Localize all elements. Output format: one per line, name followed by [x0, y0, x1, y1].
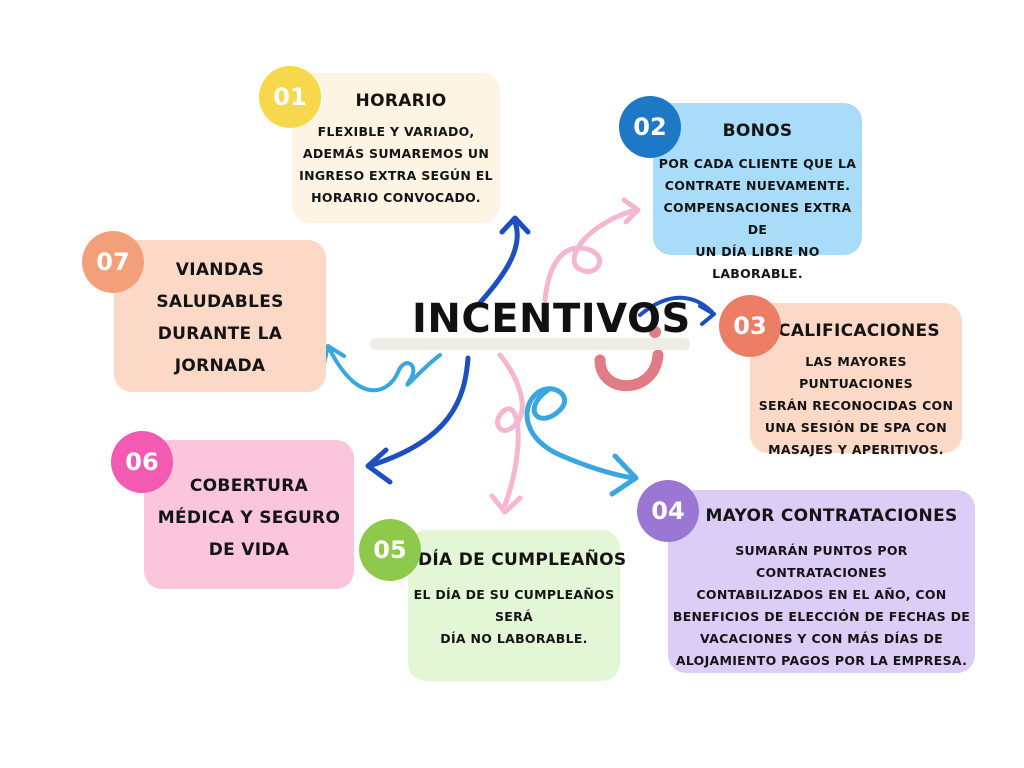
- arrow-to-bonos: [542, 207, 638, 303]
- badge-06: 06: [111, 431, 173, 493]
- arrowhead-bonos: [621, 197, 641, 225]
- card-title: MAYOR CONTRATACIONES: [705, 506, 958, 526]
- central-title: INCENTIVOS: [412, 296, 691, 342]
- card-body: SUMARÁN PUNTOS POR CONTRATACIONES CONTAB…: [672, 543, 971, 668]
- card-dia-de-cumpleanos: DÍA DE CUMPLEAÑOS EL DÍA DE SU CUMPLEAÑO…: [408, 530, 627, 681]
- card-title: DÍA DE CUMPLEAÑOS: [418, 550, 627, 570]
- arrowhead-horario: [499, 215, 531, 235]
- arrowhead-calificaciones: [698, 304, 716, 326]
- arrowhead-cobertura: [365, 447, 393, 485]
- arrow-to-cumpleanos: [495, 352, 525, 508]
- badge-03: 03: [719, 295, 781, 357]
- card-body: LAS MAYORES PUNTUACIONES SERÁN RECONOCID…: [758, 354, 954, 457]
- card-body: POR CADA CLIENTE QUE LA CONTRATE NUEVAME…: [658, 156, 857, 281]
- card-body: EL DÍA DE SU CUMPLEAÑOS SERÁ DÍA NO LABO…: [413, 587, 615, 646]
- badge-07: 07: [82, 231, 144, 293]
- arrow-to-contrataciones: [524, 386, 636, 481]
- title-underline: [370, 338, 690, 350]
- badge-02: 02: [619, 96, 681, 158]
- arrowhead-contrataciones: [609, 453, 639, 497]
- card-title: COBERTURA MÉDICA Y SEGURO DE VIDA: [157, 476, 341, 560]
- badge-04: 04: [637, 480, 699, 542]
- card-cobertura: COBERTURA MÉDICA Y SEGURO DE VIDA: [144, 440, 354, 589]
- arrow-to-calificaciones: [638, 295, 714, 317]
- badge-05: 05: [359, 519, 421, 581]
- badge-01: 01: [259, 66, 321, 128]
- arrow-to-viandas: [328, 348, 442, 393]
- card-body: FLEXIBLE Y VARIADO, ADEMÁS SUMAREMOS UN …: [299, 124, 493, 205]
- arrow-to-cobertura: [369, 355, 471, 468]
- card-viandas: VIANDAS SALUDABLES DURANTE LA JORNADA: [114, 240, 326, 392]
- decorative-dot: [649, 326, 661, 338]
- card-horario: HORARIO FLEXIBLE Y VARIADO, ADEMÁS SUMAR…: [292, 73, 500, 223]
- card-title: HORARIO: [355, 91, 447, 111]
- card-title: BONOS: [722, 121, 793, 141]
- arrow-to-horario: [475, 219, 520, 308]
- card-calificaciones: CALIFICACIONES LAS MAYORES PUNTUACIONES …: [750, 303, 962, 457]
- card-title: CALIFICACIONES: [778, 321, 940, 341]
- card-title: VIANDAS SALUDABLES DURANTE LA JORNADA: [156, 260, 284, 376]
- card-mayor-contrataciones: MAYOR CONTRATACIONES SUMARÁN PUNTOS POR …: [668, 490, 975, 673]
- card-bonos: BONOS POR CADA CLIENTE QUE LA CONTRATE N…: [653, 103, 862, 281]
- decorative-smile: [594, 349, 664, 392]
- arrowhead-cumpleanos: [489, 493, 523, 515]
